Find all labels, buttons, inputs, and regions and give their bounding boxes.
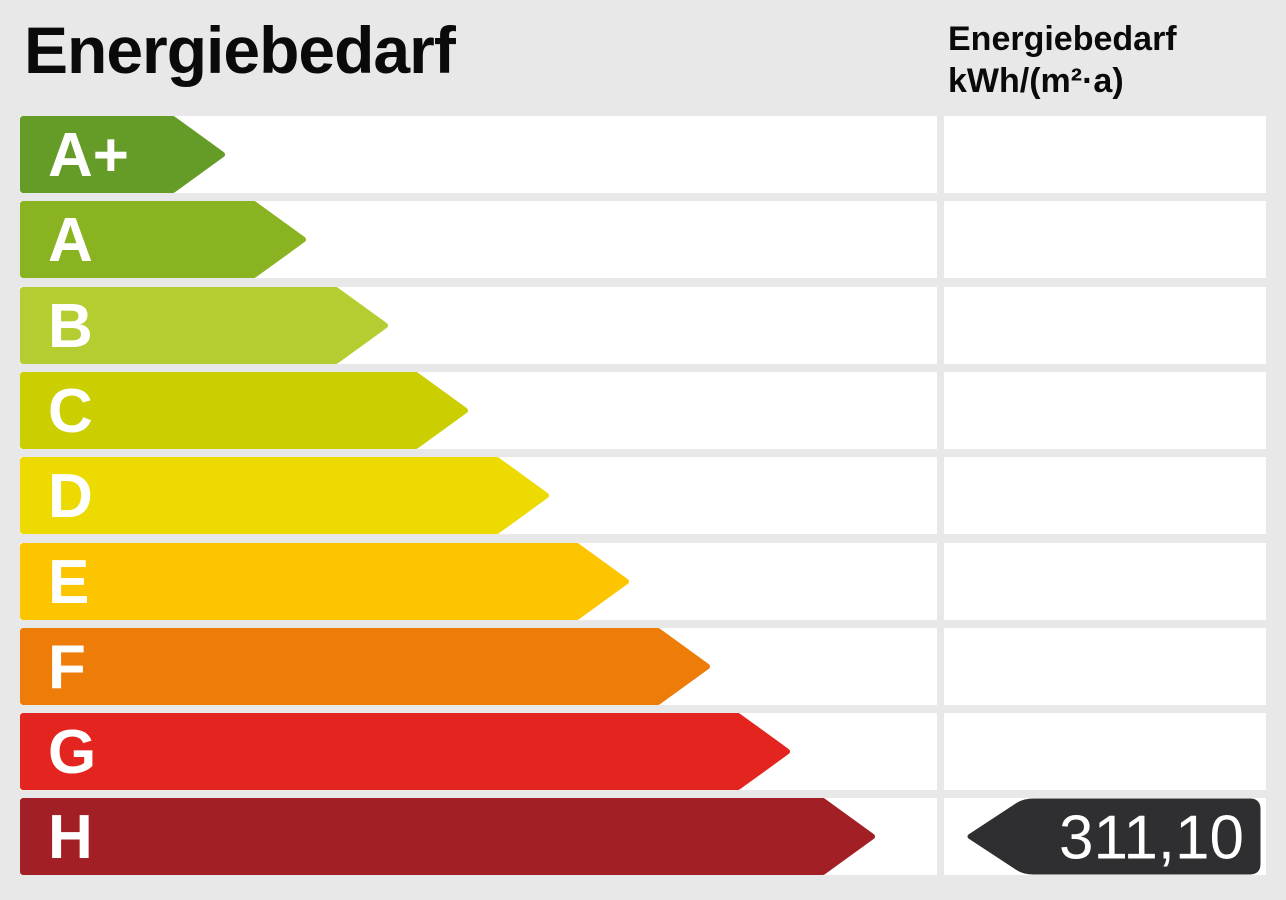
value-cell-E bbox=[944, 543, 1266, 620]
class-arrow-F bbox=[20, 628, 710, 705]
class-label-D: D bbox=[48, 462, 93, 531]
energy-row-G: G bbox=[0, 713, 1286, 790]
class-arrow-D bbox=[20, 457, 549, 534]
class-arrow-G bbox=[20, 713, 790, 790]
energy-row-A: A bbox=[0, 201, 1286, 278]
class-label-A+: A+ bbox=[48, 121, 129, 190]
class-arrow-B bbox=[20, 287, 388, 364]
value-marker-arrow: 311,10 bbox=[967, 798, 1261, 875]
value-cell-C bbox=[944, 372, 1266, 449]
energy-row-D: D bbox=[0, 457, 1286, 534]
class-arrow-A+ bbox=[20, 116, 225, 193]
value-cell-G bbox=[944, 713, 1266, 790]
page-title: Energiebedarf bbox=[24, 13, 456, 87]
energy-value: 311,10 bbox=[1059, 804, 1244, 873]
class-arrow-A bbox=[20, 201, 306, 278]
class-label-C: C bbox=[48, 377, 93, 446]
unit-header-line2: kWh/(m²·a) bbox=[948, 62, 1124, 100]
energy-row-H: H 311,10 bbox=[0, 798, 1286, 875]
class-label-F: F bbox=[48, 633, 86, 702]
class-arrow-C bbox=[20, 372, 468, 449]
class-label-H: H bbox=[48, 803, 93, 872]
energy-row-E: E bbox=[0, 543, 1286, 620]
class-label-A: A bbox=[48, 206, 93, 275]
value-cell-H: 311,10 bbox=[944, 798, 1266, 875]
value-cell-A+ bbox=[944, 116, 1266, 193]
energy-row-F: F bbox=[0, 628, 1286, 705]
value-cell-A bbox=[944, 201, 1266, 278]
energy-row-A+: A+ bbox=[0, 116, 1286, 193]
value-cell-D bbox=[944, 457, 1266, 534]
class-label-B: B bbox=[48, 292, 93, 361]
energy-row-C: C bbox=[0, 372, 1286, 449]
class-arrow-H bbox=[20, 798, 875, 875]
unit-header: Energiebedarf kWh/(m²·a) bbox=[948, 18, 1177, 102]
class-arrow-E bbox=[20, 543, 629, 620]
class-label-E: E bbox=[48, 548, 90, 617]
unit-header-line1: Energiebedarf bbox=[948, 20, 1177, 58]
class-label-G: G bbox=[48, 718, 97, 787]
value-cell-B bbox=[944, 287, 1266, 364]
value-cell-F bbox=[944, 628, 1266, 705]
energy-row-B: B bbox=[0, 287, 1286, 364]
